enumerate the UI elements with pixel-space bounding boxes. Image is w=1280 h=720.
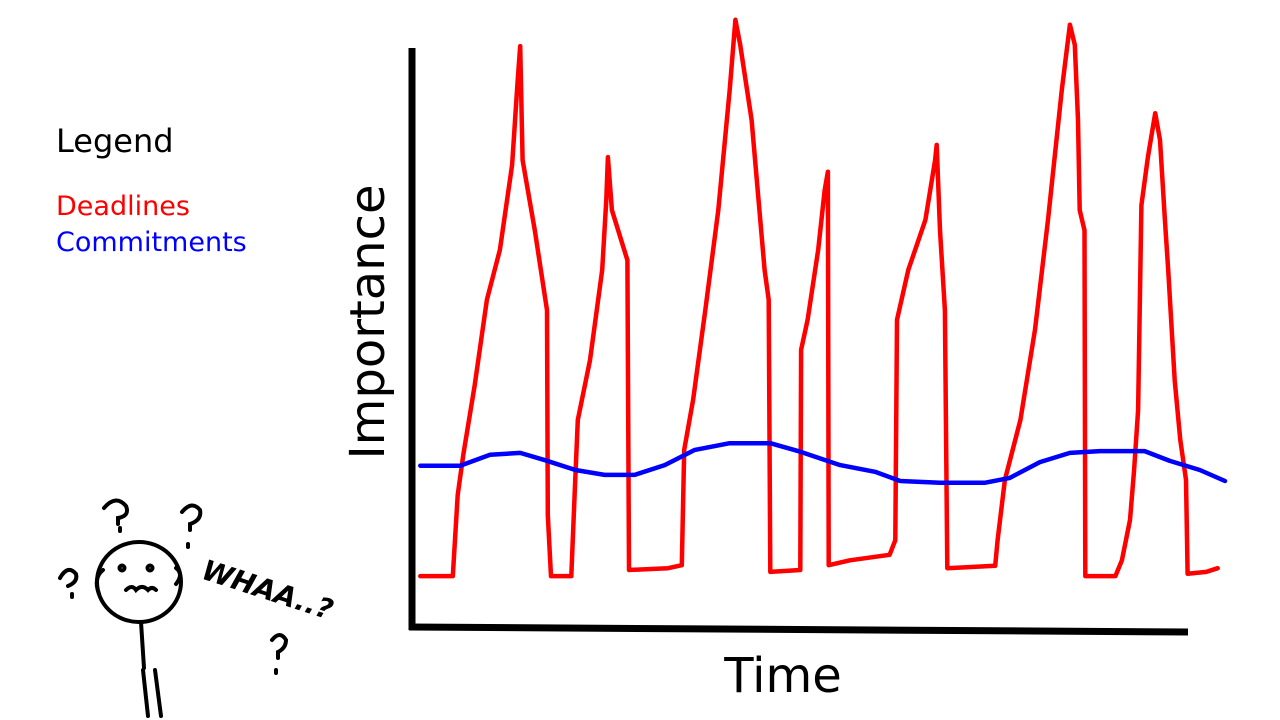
data-line [418,440,1228,486]
legend-title: Legend [56,122,174,160]
x-axis [408,623,1189,636]
data-line [418,17,1220,579]
legend-entry: Deadlines [56,191,190,222]
legend: Deadlines Commitments [56,191,247,258]
x-axis-label: Time [723,648,841,704]
y-axis-label: Importance [340,184,396,459]
legend-entry: Commitments [56,227,247,258]
annotation: WHAA..? [198,553,337,626]
stick-figure [58,498,289,718]
plot-area [418,17,1228,579]
